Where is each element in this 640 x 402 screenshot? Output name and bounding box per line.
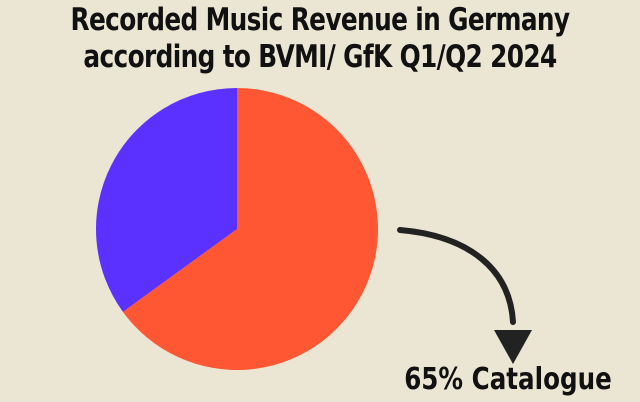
chart-subtitle: according to BVMI/ GfK Q1/Q2 2024	[83, 39, 557, 75]
chart-title: Recorded Music Revenue in Germany	[70, 2, 571, 38]
callout-arrow	[397, 227, 532, 364]
pie-slice-catalogue	[122, 88, 378, 370]
pie-slices	[96, 88, 378, 370]
slice-annotation: 65% Catalogue	[404, 362, 612, 397]
callout-arrow-head	[494, 330, 532, 364]
pie-slice-other	[96, 88, 238, 312]
callout-arrow-curve	[397, 227, 516, 325]
chart-title-block: Recorded Music Revenue in Germany accord…	[64, 2, 576, 76]
